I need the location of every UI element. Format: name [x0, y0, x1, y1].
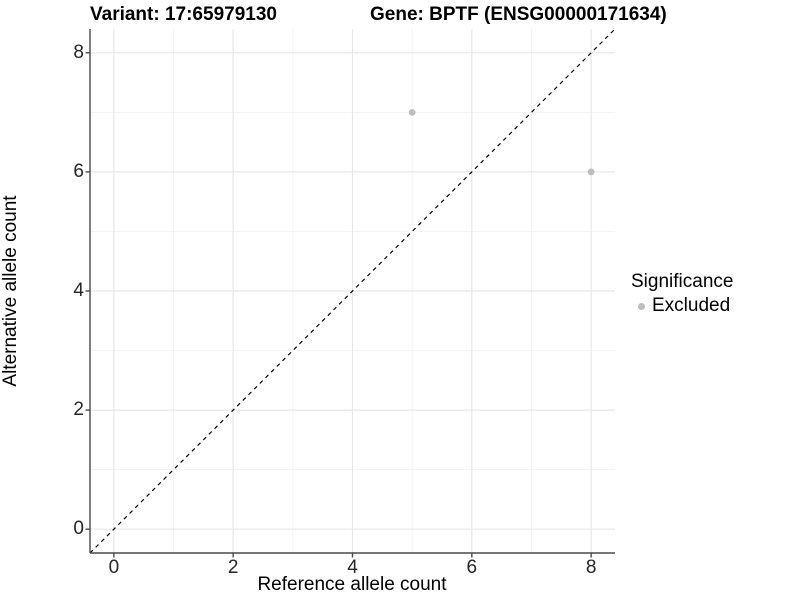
- identity-dashed-line: [89, 28, 616, 554]
- y-tick-label: 6: [73, 160, 84, 182]
- legend: Significance Excluded: [631, 271, 733, 317]
- plot-canvas: [85, 28, 616, 558]
- x-tick-label: 2: [227, 557, 239, 578]
- y-tick-label: 0: [73, 518, 84, 540]
- data-point: [408, 108, 416, 116]
- legend-point-icon: [637, 302, 645, 310]
- x-tick-label: 6: [466, 557, 478, 578]
- x-axis-title: Reference allele count: [257, 574, 447, 595]
- legend-key-box: [631, 296, 651, 316]
- plot-title-variant: Variant: 17:65979130: [90, 4, 277, 25]
- y-tick-label: 2: [73, 399, 84, 421]
- x-tick-label: 8: [585, 557, 597, 578]
- y-axis-title: Alternative allele count: [0, 195, 21, 387]
- legend-entry-label: Excluded: [652, 295, 731, 316]
- y-tick-label: 4: [73, 280, 84, 301]
- plot-panel: [85, 28, 616, 558]
- legend-entry-excluded: Excluded: [631, 295, 733, 317]
- x-tick-label: 4: [347, 557, 358, 578]
- y-tick-label: 8: [73, 41, 84, 63]
- legend-title: Significance: [631, 271, 734, 292]
- data-point: [587, 168, 595, 176]
- x-tick-label: 0: [108, 557, 120, 578]
- plot-title-gene: Gene: BPTF (ENSG00000171634): [370, 4, 667, 25]
